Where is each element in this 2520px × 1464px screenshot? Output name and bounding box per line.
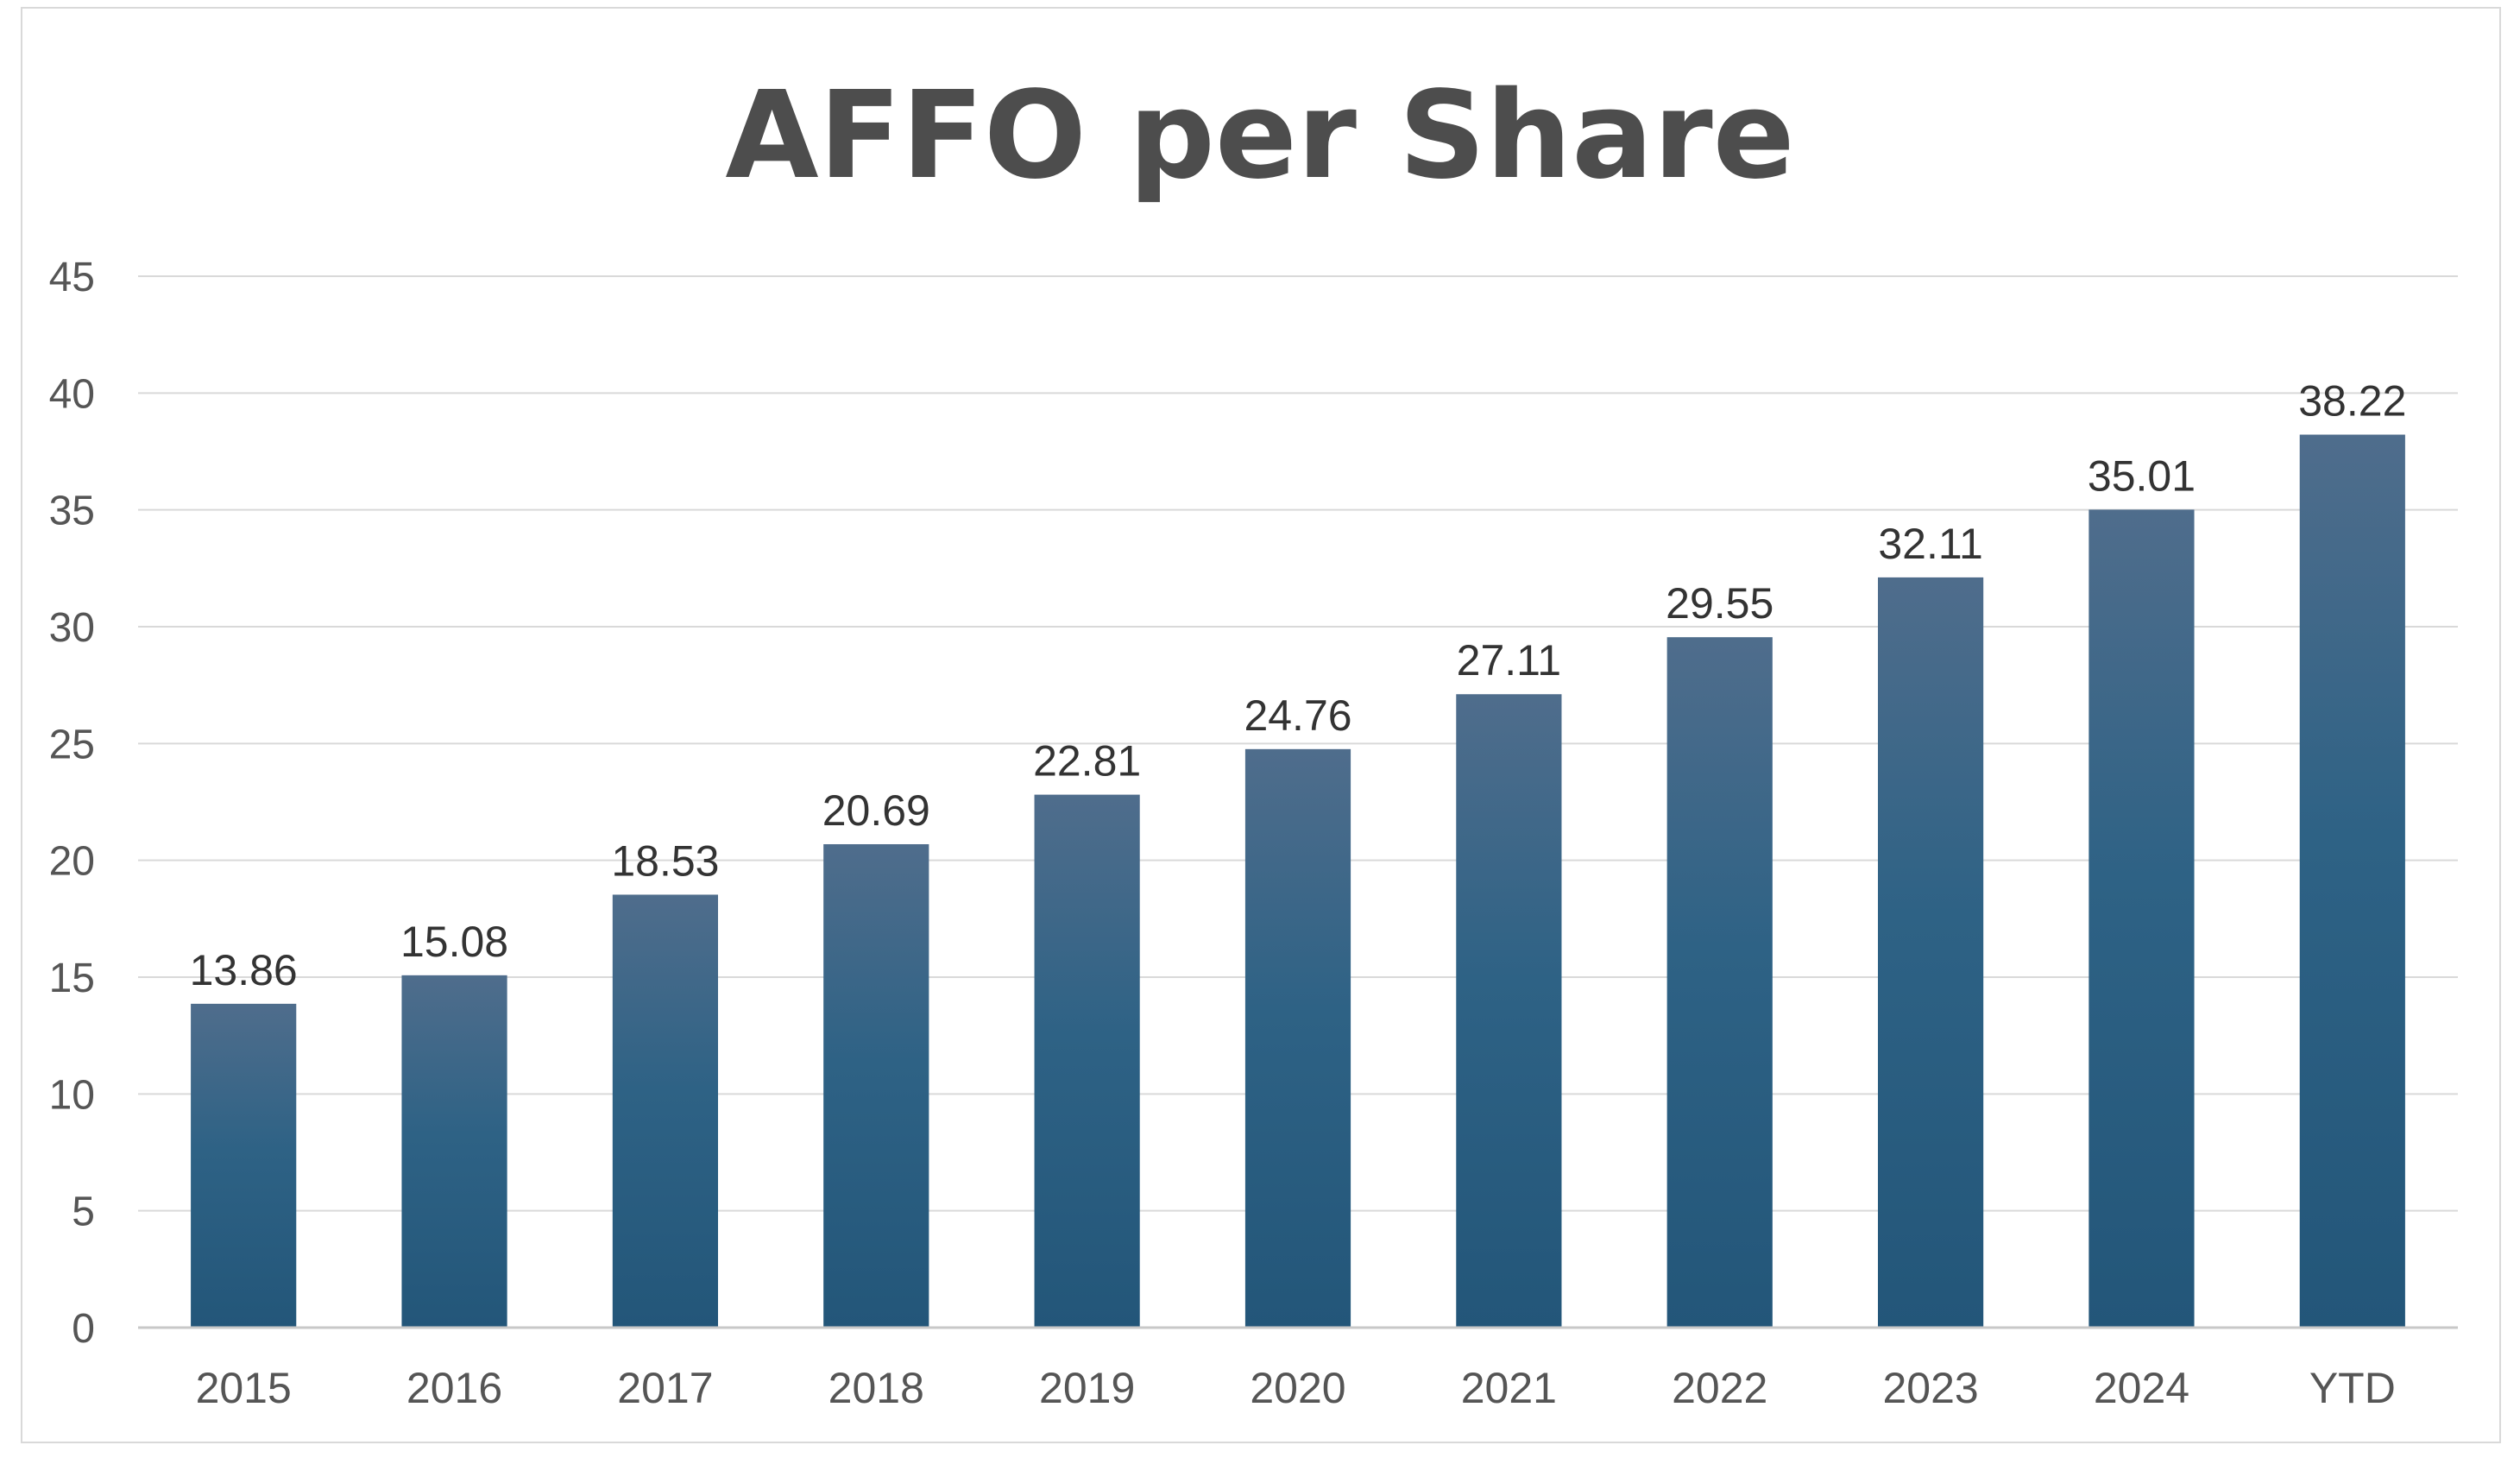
data-label: 32.11	[1878, 520, 1982, 568]
bar-2024	[2088, 509, 2195, 1328]
x-tick-label: 2024	[2094, 1364, 2189, 1412]
bar-ytd	[2299, 434, 2405, 1328]
bar-2015	[191, 1003, 297, 1328]
y-tick-label: 25	[49, 722, 95, 767]
y-tick-label: 35	[49, 489, 95, 534]
x-tick-label: YTD	[2309, 1364, 2396, 1412]
data-label: 13.86	[190, 946, 298, 994]
data-label: 35.01	[2088, 451, 2196, 500]
y-tick-label: 5	[72, 1190, 95, 1235]
data-labels: 13.86 15.08 18.53 20.69 22.81 24.76 27.11 29.55…	[190, 377, 2407, 994]
bar-2022	[1666, 637, 1773, 1328]
y-tick-label: 10	[49, 1072, 95, 1118]
x-tick-label: 2018	[828, 1364, 924, 1412]
gridlines	[138, 275, 2458, 1212]
y-tick-label: 15	[49, 956, 95, 1001]
x-tick-label: 2020	[1250, 1364, 1345, 1412]
data-label: 18.53	[611, 836, 719, 885]
bar-2016	[401, 975, 507, 1328]
bar-2023	[1878, 577, 1984, 1328]
x-tick-label: 2023	[1882, 1364, 1978, 1412]
x-tick-label: 2016	[406, 1364, 502, 1412]
data-label: 15.08	[400, 918, 508, 966]
x-axis-labels: 2015 2016 2017 2018 2019 2020 2021 2022 2023 2024…	[196, 1364, 2396, 1412]
x-tick-label: 2022	[1672, 1364, 1767, 1412]
bars	[191, 434, 2405, 1328]
x-tick-label: 2017	[617, 1364, 713, 1412]
data-label: 24.76	[1244, 691, 1351, 740]
y-tick-label: 40	[49, 371, 95, 417]
y-tick-label: 45	[49, 255, 95, 300]
chart-title: AFFO per Share	[725, 66, 1794, 206]
y-tick-label: 20	[49, 839, 95, 885]
x-tick-label: 2015	[196, 1364, 292, 1412]
bar-2021	[1456, 694, 1562, 1328]
data-label: 22.81	[1033, 737, 1141, 786]
bar-2018	[823, 843, 929, 1328]
bar-2019	[1034, 794, 1140, 1328]
bar-2020	[1244, 748, 1351, 1328]
y-tick-label: 30	[49, 605, 95, 651]
x-tick-label: 2021	[1461, 1364, 1557, 1412]
x-tick-label: 2019	[1039, 1364, 1135, 1412]
bar-2017	[612, 894, 718, 1328]
y-axis-ticks: 0 5 10 15 20 25 30 35 40 45	[49, 255, 95, 1352]
data-label: 38.22	[2298, 377, 2406, 426]
data-label: 29.55	[1666, 579, 1773, 628]
data-label: 20.69	[822, 786, 930, 835]
y-tick-label: 0	[72, 1306, 95, 1352]
data-label: 27.11	[1457, 636, 1561, 685]
